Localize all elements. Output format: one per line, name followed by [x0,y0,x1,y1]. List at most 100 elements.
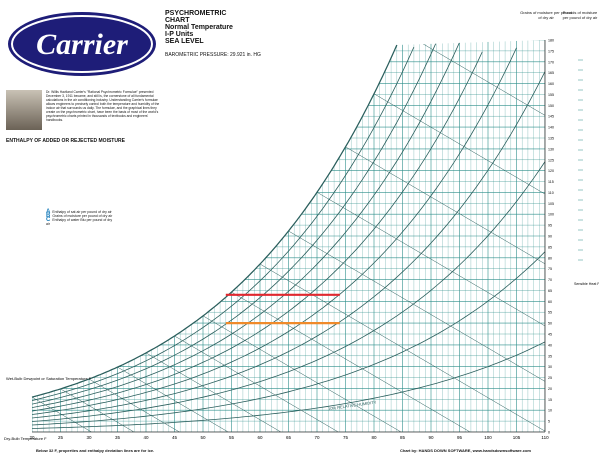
y-tick-label: 130 [548,147,554,151]
rh-curve-50 [32,47,517,415]
y-tick-label: 10 [548,409,552,413]
legend-text: Grains of moisture per pound of dry air [52,214,113,218]
rh-curve-90 [32,46,415,401]
y-tick-label: 160 [548,82,554,86]
x-tick-label: 110 [541,435,549,440]
rh-curve-70 [32,42,460,408]
title-line-2: CHART [165,17,190,24]
saturation-curve [31,44,398,398]
dry-bulb-label: Dry-Bulb Temperature F [4,436,47,441]
wet-bulb-line [402,40,545,432]
y-tick-label: 85 [548,245,552,249]
legend-item: C Enthalpy of water Btu per pound of dry … [46,217,116,226]
legend: A Enthalpy of sat air per pound of dry ai… [46,209,116,226]
x-tick-label: 55 [229,435,235,440]
wet-bulb-line [231,291,471,432]
x-tick-label: 30 [86,435,92,440]
y-tick-label: 70 [548,278,552,282]
wet-bulb-line [145,352,282,432]
y-tick-label: 15 [548,398,552,402]
x-tick-label: 100 [484,435,492,440]
rh-curve-30 [32,161,545,422]
wet-bulb-label: Wet-Bulb Dewpoint or Saturation Temperat… [6,376,92,381]
y-tick-label: 20 [548,387,552,391]
barometric-pressure: BAROMETRIC PRESSURE: 29.921 in. HG [165,52,261,58]
y-tick-label: 125 [548,158,554,162]
y-tick-label: 30 [548,365,552,369]
y-tick-label: 110 [548,191,554,195]
grid-group [32,40,545,432]
x-tick-label: 75 [343,435,349,440]
wet-bulb-line [288,230,545,432]
brand-text: Carrier [36,28,128,61]
wet-bulb-line [60,388,135,432]
wet-bulb-line [117,366,229,432]
legend-letter: A [46,209,51,215]
rh-label: 10% RELATIVE HUMIDITY [328,399,377,411]
y-tick-label: 150 [548,104,554,108]
x-tick-label: 105 [513,435,521,440]
x-tick-label: 50 [200,435,206,440]
y-tick-label: 90 [548,235,552,239]
y-tick-label: 65 [548,289,552,293]
y-tick-label: 115 [548,180,554,184]
x-tick-label: 80 [371,435,377,440]
bio-text: Dr. Willis Haviland Carrier's "Rational … [46,90,160,122]
legend-item: A Enthalpy of sat air per pound of dry ai… [46,209,116,215]
x-tick-label: 45 [172,435,178,440]
y-tick-label: 45 [548,333,552,337]
x-tick-label: 40 [143,435,149,440]
legend-letter: C [46,217,51,223]
wet-bulb-line [373,93,545,432]
title-line-5: SEA LEVEL [165,38,204,45]
x-tick-label: 25 [58,435,64,440]
wet-bulb-line [174,335,339,432]
legend-letter: B [46,213,51,219]
wet-bulb-line [459,40,545,432]
y-tick-label: 75 [548,267,552,271]
y-tick-label: 105 [548,202,554,206]
y-tick-label: 0 [548,431,550,435]
title-line-4: I-P Units [165,31,194,38]
rh-curve-10 [32,341,545,429]
y-tick-label: 140 [548,126,554,130]
y-tick-label: 155 [548,93,554,97]
enthalpy-title: ENTHALPY OF ADDED OR REJECTED MOISTURE [6,138,125,144]
y-tick-label: 40 [548,343,552,347]
rh-curve-60 [32,51,483,412]
x-tick-label: 85 [400,435,406,440]
legend-text: Enthalpy of water Btu per pound of dry a… [46,218,113,226]
wet-bulb-line [430,40,545,432]
x-tick-label: 95 [457,435,463,440]
wet-bulb-line [259,263,545,432]
wet-bulb-line [202,315,402,432]
y-tick-label: 95 [548,224,552,228]
footer-credit: Chart by: HANDS DOWN SOFTWARE, www.hands… [400,448,531,453]
chart-title: PSYCHROMETRIC CHART Normal Temperature I… [165,10,233,45]
y-tick-label: 145 [548,115,554,119]
y-tick-label: 25 [548,376,552,380]
y-tick-label: 100 [548,213,554,217]
title-line-1: PSYCHROMETRIC [165,10,227,17]
y-tick-label: 5 [548,420,550,424]
rh-curve-40 [32,71,545,419]
y-tick-label: 175 [548,49,554,53]
legend-item: B Grains of moisture per pound of dry air [46,213,116,219]
y-tick-label: 170 [548,60,554,64]
y-tick-label: 120 [548,169,554,173]
wet-bulb-line [316,192,545,432]
carrier-logo: Carrier [8,12,156,76]
pounds-label: Pounds of moisture per pound of dry air [562,10,598,20]
carrier-portrait [6,90,42,130]
sensible-label: Sensible Heat Factor [574,282,599,286]
y-tick-label: 80 [548,256,552,260]
x-tick-label: 90 [428,435,434,440]
y-tick-label: 35 [548,354,552,358]
y-tick-label: 165 [548,71,554,75]
y-tick-label: 55 [548,311,552,315]
x-tick-label: 35 [115,435,121,440]
y-tick-label: 180 [548,39,554,43]
x-tick-label: 65 [286,435,292,440]
y-tick-label: 50 [548,322,552,326]
